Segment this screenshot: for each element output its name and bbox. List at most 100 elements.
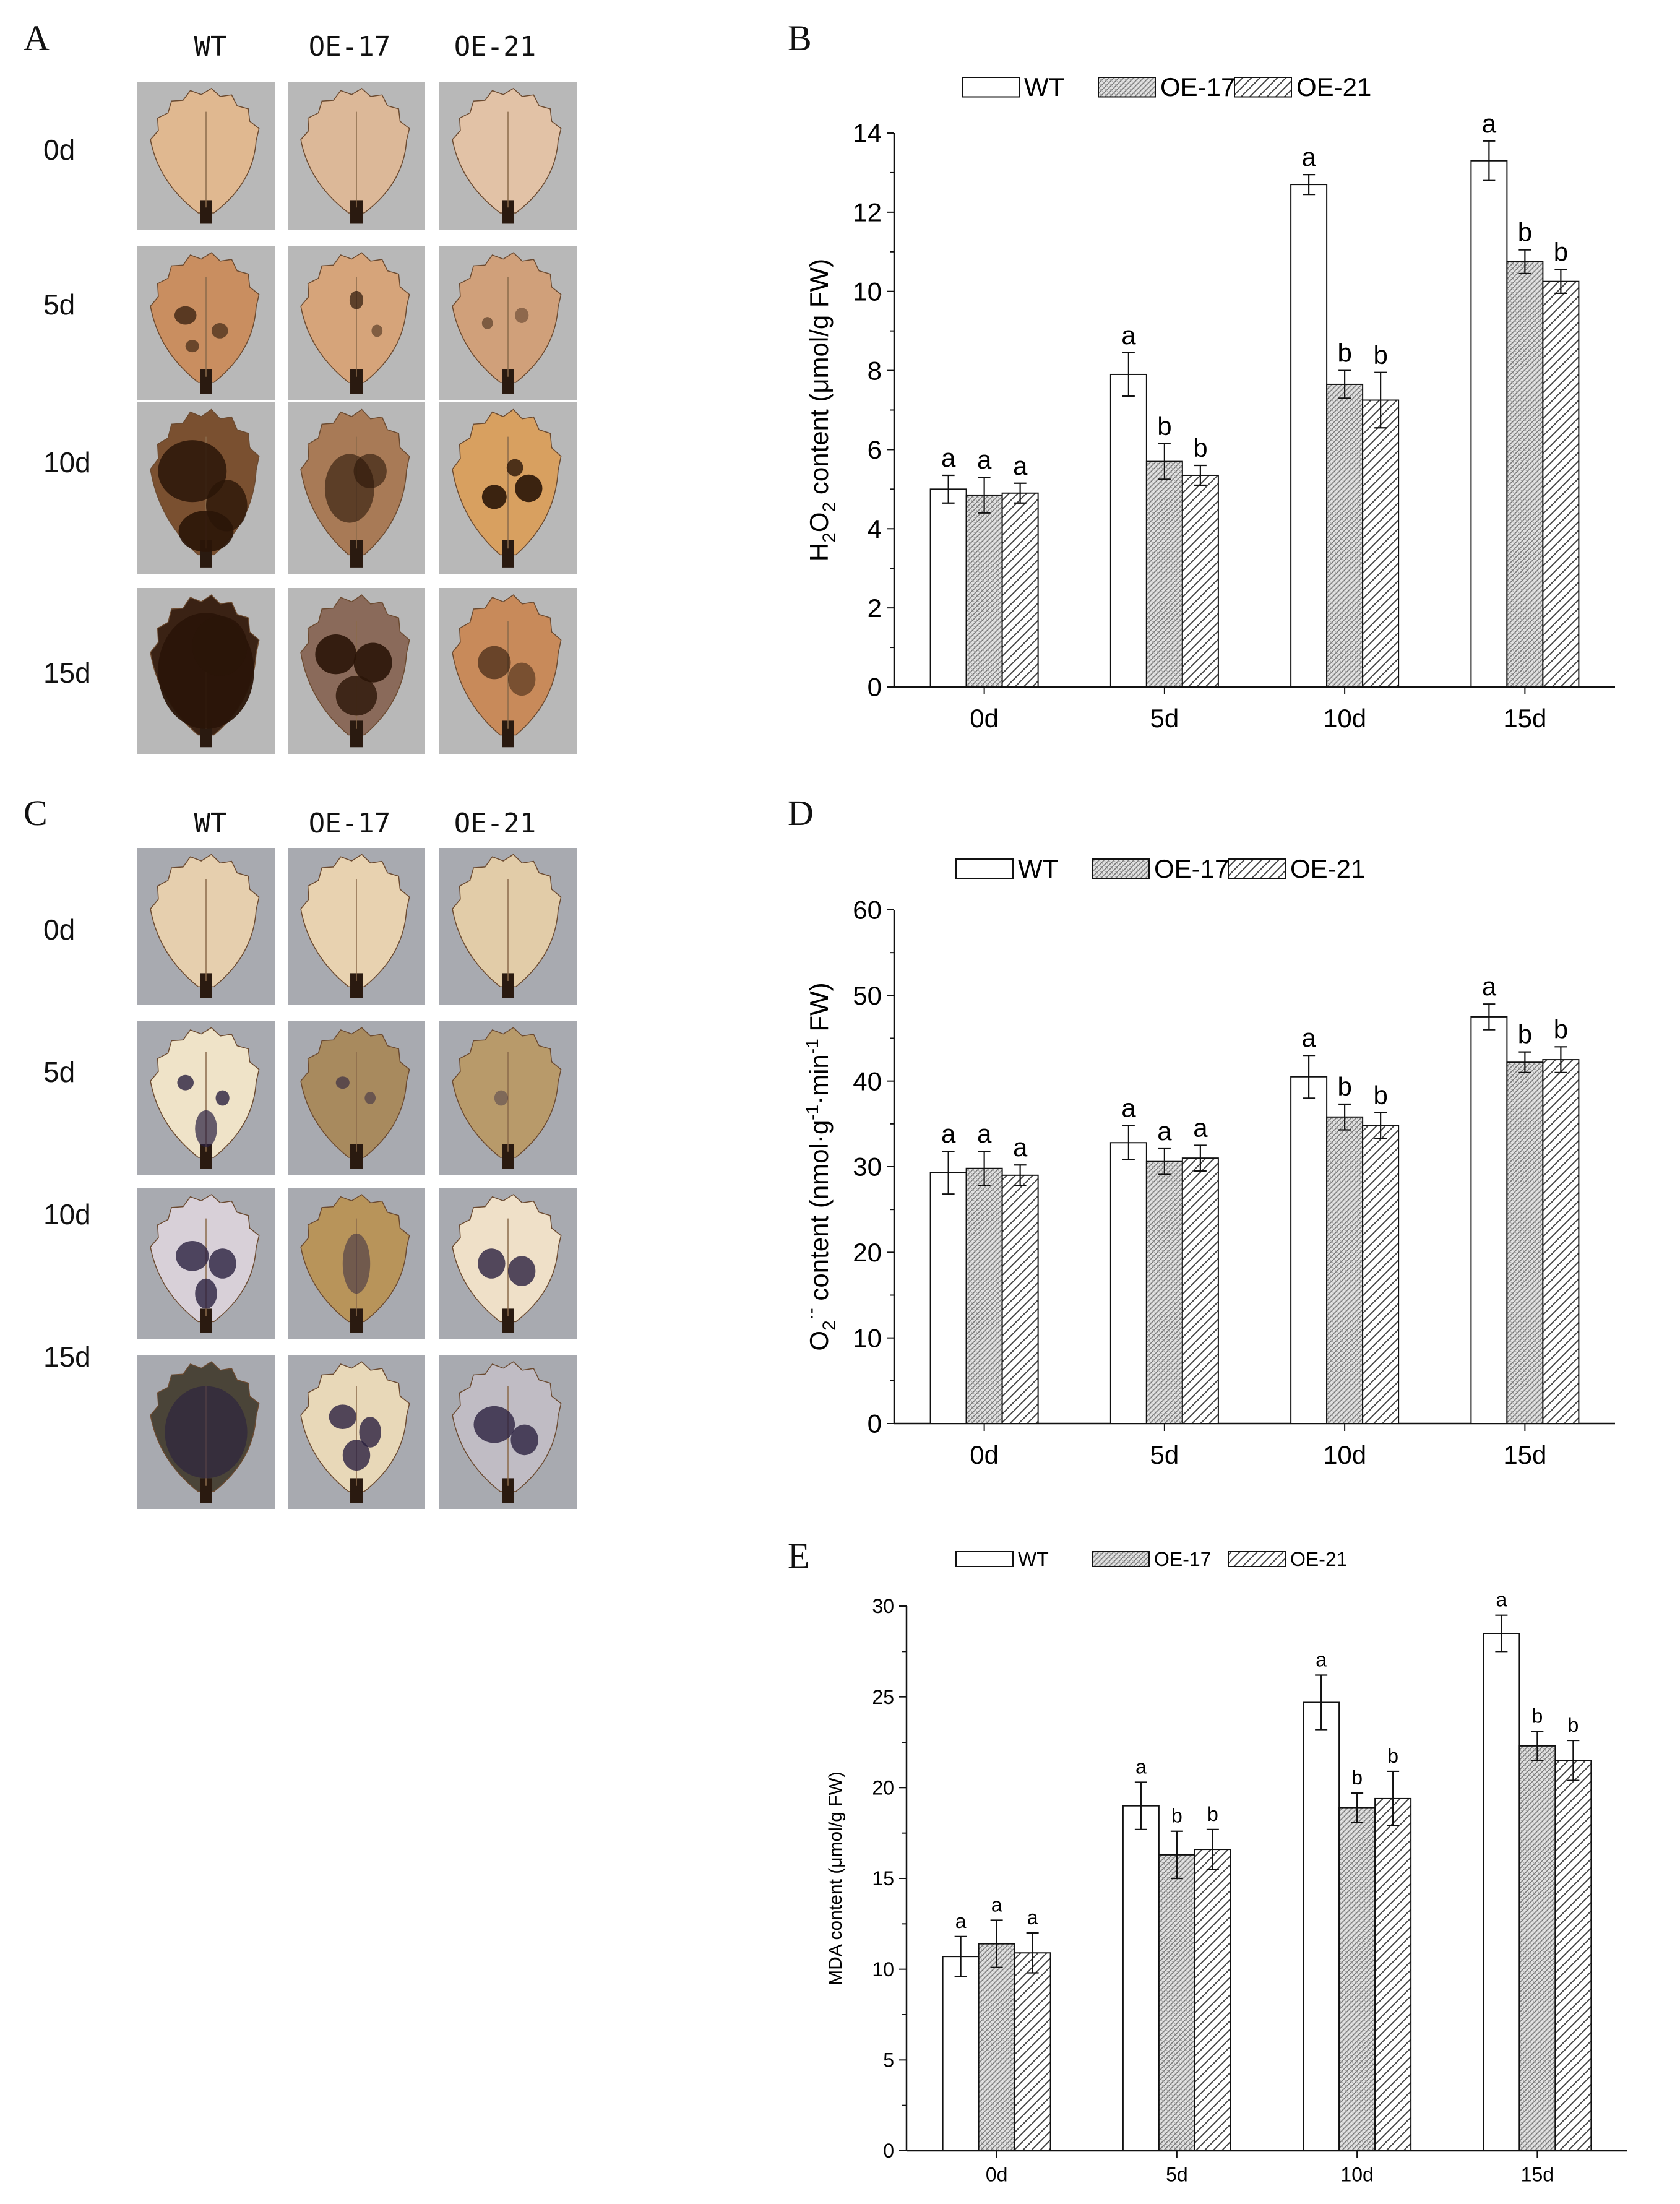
stain-spot — [158, 440, 227, 503]
leaf-shape — [300, 252, 410, 383]
y-axis-label-part: FW) — [804, 982, 834, 1039]
leaf-shape — [452, 88, 562, 214]
leaf-tile-a-1-0 — [137, 246, 275, 400]
bar-wt — [1483, 1633, 1520, 2151]
y-tick-label: 14 — [853, 119, 882, 148]
significance-letter: a — [977, 445, 992, 474]
significance-letter: b — [1337, 339, 1351, 368]
significance-letter: a — [1121, 321, 1136, 350]
y-tick-label: 2 — [868, 594, 882, 623]
bar-wt — [1303, 1701, 1340, 2151]
legend-label: OE-21 — [1290, 854, 1365, 883]
legend-label: WT — [1018, 854, 1058, 883]
y-axis-label-part: H — [804, 543, 834, 561]
leaf-shape — [452, 408, 562, 556]
y-axis-label-part: O — [804, 1331, 834, 1351]
legend: WT OE-17 OE-21 — [955, 1548, 1347, 1570]
leaf-tile-c-2-0 — [137, 1188, 275, 1339]
bar-oe-17 — [1506, 261, 1544, 688]
legend-swatch — [955, 1551, 1014, 1567]
significance-letter: b — [1207, 1803, 1218, 1825]
y-axis-title: H2O2 content (μmol/g FW) — [804, 259, 840, 561]
stain-spot — [174, 306, 197, 325]
bar-oe-17 — [1326, 1116, 1364, 1424]
stain-spot — [178, 511, 234, 552]
x-tick-label: 15d — [1521, 2164, 1554, 2186]
stain-spot — [371, 324, 383, 337]
panel-label-d: D — [788, 793, 814, 833]
legend-label: OE-17 — [1160, 72, 1235, 102]
significance-letter: b — [1518, 218, 1532, 247]
leaf-petiole — [502, 540, 514, 568]
legend-label: OE-21 — [1296, 72, 1371, 102]
significance-letter: b — [1351, 1766, 1363, 1789]
row-label-10d: 10d — [43, 1198, 91, 1230]
legend-label: OE-21 — [1290, 1548, 1347, 1570]
significance-letter: b — [1531, 1705, 1543, 1727]
significance-letter: b — [1373, 1081, 1387, 1110]
stain-spot — [192, 616, 248, 676]
leaf-tile-c-2-2 — [439, 1188, 577, 1339]
leaf-shape — [150, 252, 260, 383]
leaf-tile-c-3-0-image — [137, 1355, 275, 1509]
stain-spot — [506, 459, 523, 477]
bar-wt — [929, 1172, 967, 1425]
significance-letter: a — [1316, 1648, 1327, 1670]
y-tick-label: 10 — [853, 1323, 882, 1352]
significance-letter: a — [1496, 1589, 1507, 1611]
legend-label: OE-17 — [1154, 854, 1229, 883]
y-tick-label: 20 — [872, 1777, 894, 1799]
panel-label-b: B — [788, 18, 812, 58]
leaf-petiole — [502, 973, 514, 998]
legend-swatch — [1234, 77, 1292, 98]
y-tick-label: 10 — [872, 1958, 894, 1981]
bar-oe-17 — [1518, 1745, 1556, 2152]
leaf-tile-c-1-0-image — [137, 1021, 275, 1175]
significance-letter: a — [1027, 1906, 1038, 1929]
row-label-0d: 0d — [43, 914, 75, 946]
y-tick-label: 30 — [853, 1152, 882, 1182]
leaf-tile-c-3-2-image — [439, 1355, 577, 1509]
legend-swatch — [1098, 77, 1156, 98]
legend-swatch — [1228, 858, 1286, 879]
x-tick-label: 10d — [1323, 704, 1366, 733]
stain-spot — [515, 474, 543, 503]
leaf-tile-a-2-2-image — [439, 402, 577, 574]
significance-letter: b — [1157, 412, 1171, 441]
y-tick-label: 12 — [853, 198, 882, 227]
y-axis-title: O2·- content (nmol·g-1·min-1 FW) — [801, 982, 840, 1350]
legend-label: WT — [1024, 72, 1064, 102]
significance-letter: b — [1337, 1072, 1351, 1101]
y-tick-label: 5 — [883, 2049, 894, 2072]
bar-wt — [1470, 1016, 1508, 1424]
leaf-petiole — [200, 1308, 212, 1333]
y-tick-label: 15 — [872, 1867, 894, 1890]
legend-swatch — [1092, 1551, 1150, 1567]
chart-e-mda: WT OE-17 OE-21 0 5 10 15 20 25 30 0d a a a 5d a b b 10d a b b… — [825, 1548, 1627, 2186]
leaf-tile-c-1-0 — [137, 1021, 275, 1175]
stain-spot — [215, 1090, 230, 1106]
leaf-petiole — [502, 1144, 514, 1169]
column-header-oe21: OE-21 — [454, 808, 536, 839]
x-tick-label: 5d — [1150, 1440, 1179, 1469]
leaf-petiole — [350, 1144, 363, 1169]
y-axis-label-part: O — [804, 512, 834, 532]
leaf-shape — [452, 854, 562, 988]
leaf-tile-a-0-0-image — [137, 82, 275, 230]
stain-spot — [481, 485, 507, 509]
significance-letter: a — [1157, 1117, 1172, 1146]
stain-spot — [165, 1386, 248, 1479]
leaf-petiole — [350, 369, 363, 394]
bar-oe-21 — [1181, 1157, 1219, 1424]
leaf-tile-a-1-0-image — [137, 246, 275, 400]
y-axis-label: MDA content (μmol/g FW) — [825, 1771, 846, 1986]
panel-label-a: A — [24, 18, 50, 58]
stain-spot — [349, 290, 364, 309]
stain-spot — [211, 323, 228, 339]
y-axis-title: MDA content (μmol/g FW) — [825, 1771, 846, 1986]
leaf-shape — [150, 1027, 260, 1158]
leaf-tile-c-1-1 — [288, 1021, 425, 1175]
leaf-petiole — [200, 1478, 212, 1503]
legend: WT OE-17 OE-21 — [962, 72, 1371, 102]
y-tick-label: 0 — [868, 673, 882, 702]
